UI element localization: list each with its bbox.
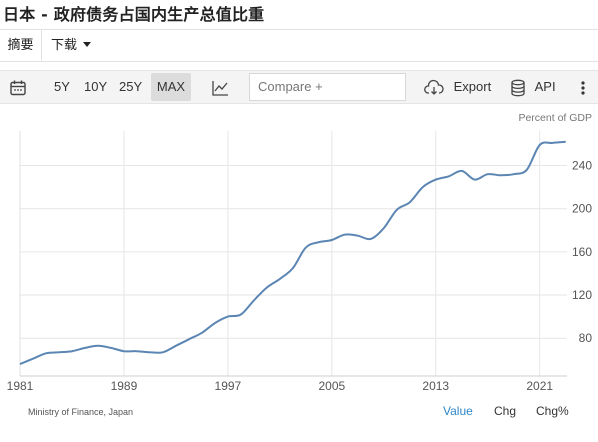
y-tick-label: 120 (572, 288, 592, 302)
mode-chg-pct-button[interactable]: Chg% (536, 404, 569, 418)
x-tick-label: 1997 (215, 379, 242, 393)
api-label: API (534, 79, 556, 94)
tab-summary-label: 摘要 (7, 38, 34, 53)
range-10y-button[interactable]: 10Y (84, 79, 108, 94)
compare-input[interactable]: Compare + (249, 73, 406, 101)
export-label: Export (453, 79, 492, 94)
source-link[interactable]: Ministry of Finance, Japan (28, 407, 134, 417)
x-tick-label: 2021 (526, 379, 553, 393)
y-tick-label: 80 (579, 331, 593, 345)
api-button[interactable]: API (510, 71, 556, 103)
mode-value-button[interactable]: Value (443, 404, 473, 418)
chart-footer: Ministry of Finance, Japan Value Chg Chg… (0, 403, 598, 427)
y-tick-label: 160 (572, 245, 592, 259)
cloud-download-icon (424, 79, 444, 95)
x-tick-label: 1981 (7, 379, 34, 393)
range-5y-button[interactable]: 5Y (54, 79, 70, 94)
y-tick-label: 240 (572, 159, 592, 173)
more-vertical-icon (581, 80, 585, 95)
more-options-button[interactable] (580, 71, 590, 103)
chart-toolbar: 5Y 10Y 25Y MAX Compare + Export API (0, 70, 598, 104)
series-line (19, 140, 566, 366)
line-chart: Percent of GDP 80 120 160 200 240 1981 1989 19… (7, 112, 593, 393)
chart-area: Percent of GDP 80 120 160 200 240 1981 1989 19… (0, 104, 598, 442)
tab-bar: 摘要 下载 (0, 29, 598, 62)
x-tick-label: 2005 (318, 379, 345, 393)
chart-type-button[interactable] (211, 71, 231, 103)
calendar-button[interactable] (9, 71, 31, 103)
caret-down-icon (83, 42, 92, 47)
tab-download[interactable]: 下载 (51, 30, 92, 61)
tab-summary[interactable]: 摘要 (0, 30, 42, 61)
y-tick-label: 200 (572, 202, 592, 216)
tab-download-label: 下载 (51, 38, 78, 53)
calendar-icon (10, 80, 26, 95)
line-chart-icon (212, 80, 228, 96)
range-25y-button[interactable]: 25Y (119, 79, 143, 94)
x-tick-label: 1989 (111, 379, 138, 393)
unit-label: Percent of GDP (518, 112, 592, 124)
x-tick-label: 2013 (422, 379, 449, 393)
page-title: 日本 - 政府债务占国内生产总值比重 (3, 5, 265, 24)
export-button[interactable]: Export (424, 71, 491, 103)
mode-chg-button[interactable]: Chg (494, 404, 517, 418)
range-max-button[interactable]: MAX (151, 73, 191, 101)
database-icon (511, 79, 525, 96)
